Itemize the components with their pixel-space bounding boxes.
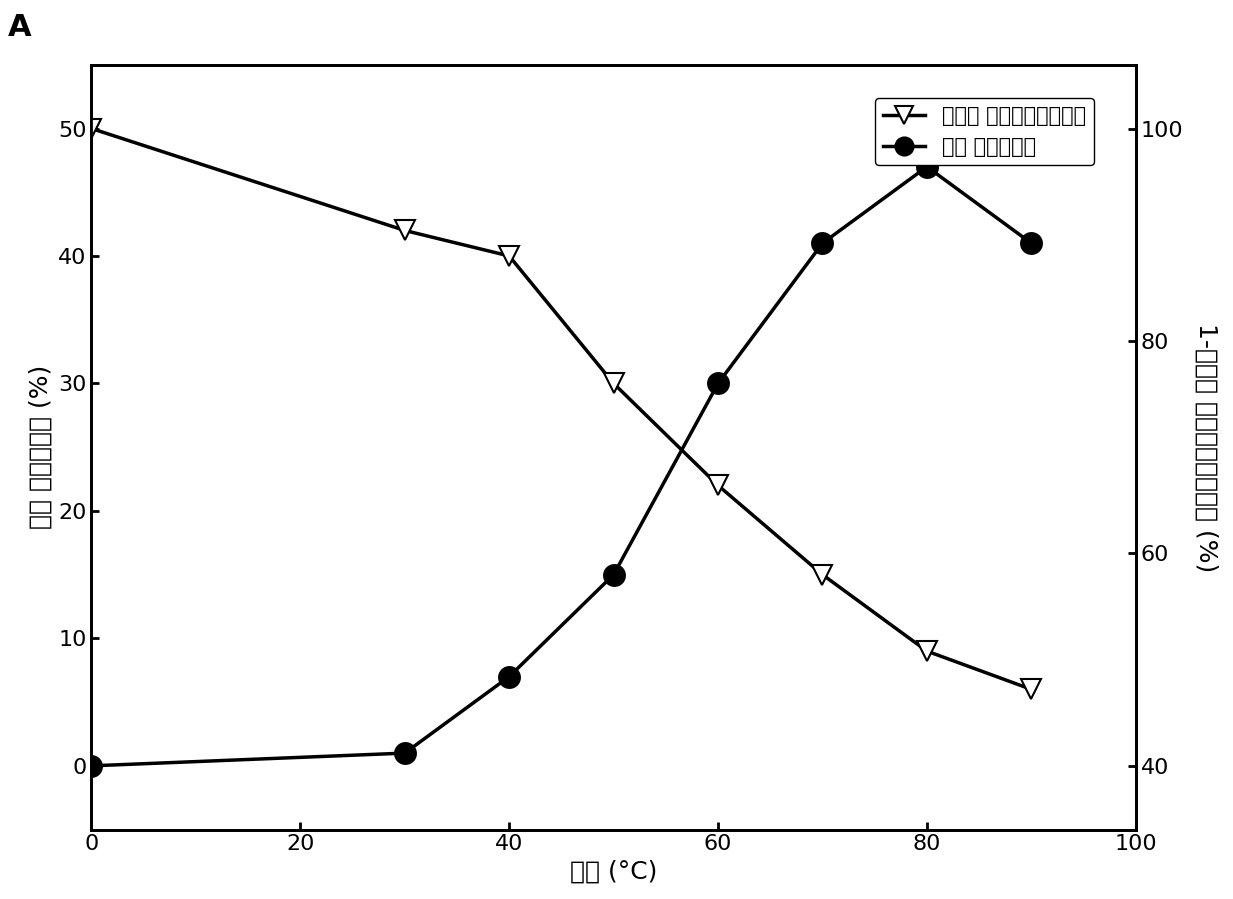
Y-axis label: 加巴 噴丁的收率 (%): 加巴 噴丁的收率 (%) [28,365,53,530]
Y-axis label: 1-氰基环 己基乙酸的残余量 (%): 1-氰基环 己基乙酸的残余量 (%) [1194,323,1218,572]
X-axis label: 温度 (°C): 温度 (°C) [570,860,657,884]
Legend: 氰基环 己基乙酸的残余量, 加巴 噴丁的收率: 氰基环 己基乙酸的残余量, 加巴 噴丁的收率 [875,98,1094,165]
Text: A: A [7,13,32,42]
